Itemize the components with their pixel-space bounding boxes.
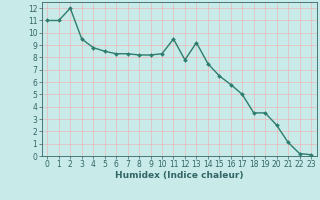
X-axis label: Humidex (Indice chaleur): Humidex (Indice chaleur) [115,171,244,180]
